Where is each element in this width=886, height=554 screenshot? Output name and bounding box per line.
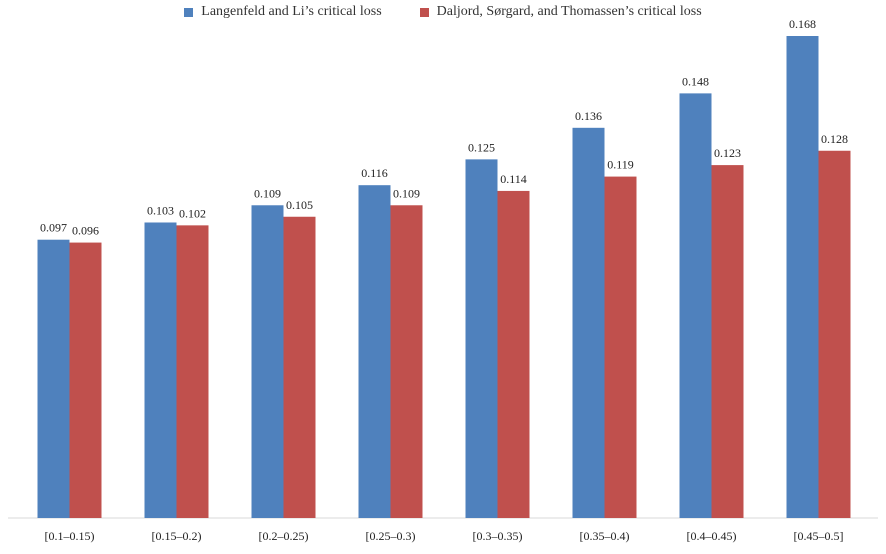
data-label-series-2-2: 0.102 <box>179 206 206 220</box>
bar-series-1-8 <box>786 36 819 518</box>
bar-series-2-8 <box>818 150 851 518</box>
bar-series-1-6 <box>572 127 605 519</box>
bar-series-2-5 <box>497 190 530 518</box>
data-label-series-1-7: 0.148 <box>682 74 709 88</box>
data-label-series-1-1: 0.097 <box>40 221 67 235</box>
x-tick-label-8: [0.45–0.5] <box>794 529 844 543</box>
data-label-series-1-3: 0.109 <box>254 186 281 200</box>
bar-series-2-3 <box>283 216 316 518</box>
legend-item-series-2: Daljord, Sørgard, and Thomassen’s critic… <box>419 4 702 20</box>
x-tick-label-1: [0.1–0.15) <box>45 529 95 543</box>
x-tick-label-3: [0.2–0.25) <box>259 529 309 543</box>
data-label-series-2-1: 0.096 <box>72 224 99 238</box>
bar-series-1-5 <box>465 159 498 518</box>
data-label-series-1-6: 0.136 <box>575 109 602 123</box>
data-label-series-2-7: 0.123 <box>714 146 741 160</box>
legend: Langenfeld and Li’s critical loss Daljor… <box>0 4 886 20</box>
bar-series-2-2 <box>176 225 209 518</box>
bar-series-1-1 <box>37 239 70 518</box>
legend-item-series-1: Langenfeld and Li’s critical loss <box>184 4 382 20</box>
bar-series-1-7 <box>679 93 712 518</box>
x-tick-label-6: [0.35–0.4) <box>580 529 630 543</box>
data-label-series-2-8: 0.128 <box>821 132 848 146</box>
data-label-series-1-4: 0.116 <box>361 166 388 180</box>
x-tick-label-2: [0.15–0.2) <box>152 529 202 543</box>
legend-swatch-series-2 <box>419 7 429 17</box>
data-label-series-1-5: 0.125 <box>468 140 495 154</box>
legend-swatch-series-1 <box>184 7 194 17</box>
bar-series-2-4 <box>390 205 423 518</box>
data-label-series-2-4: 0.109 <box>393 186 420 200</box>
data-label-series-1-2: 0.103 <box>147 203 174 217</box>
bar-series-2-6 <box>604 176 637 519</box>
bar-series-1-3 <box>251 205 284 518</box>
bar-series-2-1 <box>69 242 102 519</box>
x-tick-label-4: [0.25–0.3) <box>366 529 416 543</box>
x-tick-label-7: [0.4–0.45) <box>687 529 737 543</box>
legend-label-series-1: Langenfeld and Li’s critical loss <box>201 4 382 19</box>
bar-series-2-7 <box>711 165 744 518</box>
data-label-series-2-3: 0.105 <box>286 198 313 212</box>
bar-series-1-4 <box>358 185 391 518</box>
data-label-series-1-8: 0.168 <box>789 17 816 31</box>
data-label-series-2-6: 0.119 <box>607 158 634 172</box>
bar-series-1-2 <box>144 222 177 518</box>
x-tick-label-5: [0.3–0.35) <box>473 529 523 543</box>
data-label-series-2-5: 0.114 <box>500 172 527 186</box>
legend-label-series-2: Daljord, Sørgard, and Thomassen’s critic… <box>436 4 702 19</box>
